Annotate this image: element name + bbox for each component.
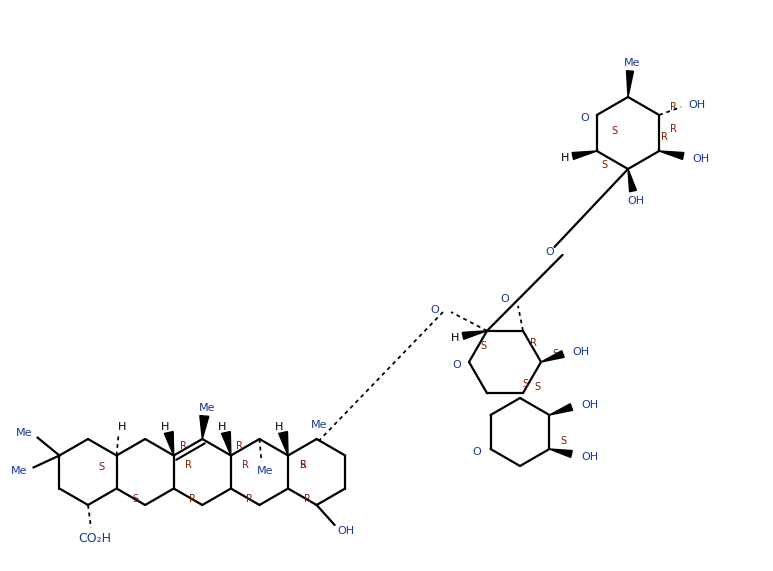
Text: CO₂H: CO₂H: [79, 532, 111, 545]
Text: R: R: [669, 102, 676, 112]
Text: OH: OH: [628, 196, 645, 206]
Text: R: R: [300, 460, 306, 469]
Text: Me: Me: [624, 58, 640, 68]
Polygon shape: [541, 351, 564, 362]
Text: S: S: [611, 126, 618, 136]
Text: S: S: [299, 460, 305, 469]
Text: O: O: [472, 447, 481, 457]
Text: O: O: [501, 294, 509, 304]
Polygon shape: [278, 432, 288, 456]
Text: Me: Me: [16, 428, 32, 437]
Text: H: H: [451, 333, 459, 343]
Text: R: R: [189, 494, 196, 505]
Text: R: R: [669, 124, 676, 134]
Polygon shape: [165, 432, 174, 456]
Text: Me: Me: [257, 466, 274, 476]
Text: S: S: [480, 341, 486, 351]
Polygon shape: [659, 151, 684, 159]
Text: OH: OH: [689, 100, 706, 110]
Text: OH: OH: [581, 452, 598, 462]
Text: O: O: [431, 305, 439, 315]
Text: S: S: [534, 382, 540, 392]
Text: H: H: [275, 421, 283, 432]
Text: O: O: [581, 113, 589, 123]
Text: R: R: [304, 494, 311, 505]
Polygon shape: [200, 416, 209, 439]
Text: OH: OH: [573, 347, 590, 357]
Text: R: R: [247, 494, 254, 505]
Text: OH: OH: [693, 154, 710, 164]
Text: H: H: [161, 421, 169, 432]
Text: Me: Me: [199, 403, 216, 413]
Text: S: S: [132, 494, 138, 505]
Text: O: O: [453, 360, 461, 370]
Text: H: H: [560, 153, 569, 163]
Text: R: R: [661, 132, 668, 142]
Polygon shape: [550, 449, 572, 457]
Text: R: R: [530, 338, 536, 348]
Polygon shape: [550, 404, 573, 415]
Text: OH: OH: [337, 526, 354, 536]
Polygon shape: [628, 169, 636, 192]
Text: Me: Me: [311, 420, 327, 430]
Text: OH: OH: [581, 400, 598, 410]
Text: H: H: [218, 421, 226, 432]
Text: S: S: [98, 461, 104, 472]
Text: R: R: [236, 441, 243, 451]
Polygon shape: [462, 331, 487, 339]
Polygon shape: [626, 71, 634, 97]
Text: S: S: [601, 160, 608, 170]
Polygon shape: [572, 151, 597, 159]
Text: S: S: [522, 379, 528, 389]
Text: R: R: [243, 460, 250, 469]
Text: S: S: [560, 436, 567, 446]
Text: S: S: [552, 349, 558, 359]
Text: R: R: [186, 460, 192, 469]
Text: H: H: [117, 423, 126, 432]
Text: R: R: [180, 441, 187, 451]
Text: O: O: [545, 247, 554, 257]
Text: Me: Me: [11, 467, 28, 477]
Polygon shape: [222, 432, 231, 456]
